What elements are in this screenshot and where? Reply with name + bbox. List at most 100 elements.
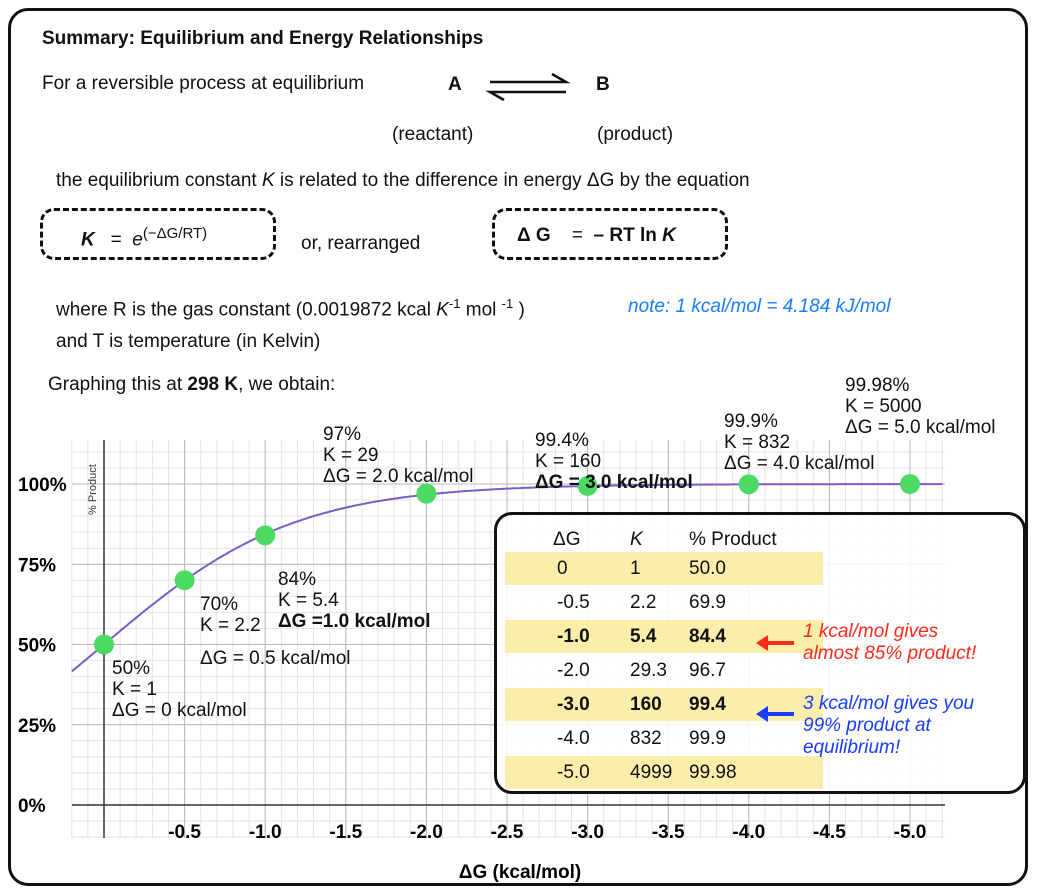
header-product: % Product: [689, 529, 777, 550]
annotation-line: K = 1: [112, 679, 157, 700]
annotation-line: ΔG = 3.0 kcal/mol: [535, 472, 693, 493]
x-tick-label: -3.0: [571, 822, 604, 843]
point-annotation: 97% K = 29 ΔG = 2.0 kcal/mol: [323, 424, 474, 487]
table-row: -0.5 2.2 69.9: [505, 586, 823, 619]
annotation-line: K = 5.4: [278, 590, 339, 611]
where-mid: mol: [460, 299, 502, 321]
eq2-rhs: – RT ln: [593, 225, 663, 246]
header-k: K: [630, 529, 643, 550]
annotation-line: ΔG = 0 kcal/mol: [112, 700, 247, 721]
cell-product: 99.98: [689, 762, 737, 783]
table-row: -2.0 29.3 96.7: [505, 654, 823, 687]
equation-k: K = e(−ΔG/RT): [81, 225, 207, 251]
where-post: ): [513, 299, 525, 321]
data-point: [738, 474, 759, 495]
gas-constant-text: where R is the gas constant (0.0019872 k…: [56, 296, 525, 321]
eq2-k: K: [662, 225, 676, 246]
cell-dg: -3.0: [557, 694, 590, 715]
data-point: [416, 483, 437, 504]
relation-k: K: [261, 170, 275, 191]
blue-note-line: 3 kcal/mol gives you: [803, 693, 975, 714]
graph-temp: 298 K: [187, 374, 239, 395]
intro-text: For a reversible process at equilibrium: [42, 73, 365, 94]
blue-note-line: equilibrium!: [803, 737, 901, 758]
cell-k: 2.2: [630, 592, 657, 613]
annotation-line: K = 160: [535, 451, 602, 472]
annotation-line: ΔG = 2.0 kcal/mol: [323, 466, 474, 487]
eq1-equals: =: [110, 229, 122, 251]
annotation-line: 50%: [112, 658, 151, 679]
point-annotation: 99.98% K = 5000 ΔG = 5.0 kcal/mol: [845, 375, 996, 438]
cell-product: 50.0: [689, 558, 726, 579]
annotation-line: K = 2.2: [200, 615, 261, 636]
table-row: -5.0 4999 99.98: [505, 756, 823, 789]
annotation-line: 99.98%: [845, 375, 910, 396]
graph-post: , we obtain:: [238, 374, 336, 395]
point-annotation: 50% K = 1 ΔG = 0 kcal/mol: [112, 658, 247, 721]
table-header: ΔG K % Product: [505, 523, 823, 556]
x-axis-title: ΔG (kcal/mol): [459, 862, 581, 883]
cell-product: 96.7: [689, 660, 726, 681]
header-dg: ΔG: [553, 529, 581, 550]
point-annotation: 99.9% K = 832 ΔG = 4.0 kcal/mol: [724, 411, 875, 474]
eq1-e: e: [132, 229, 143, 251]
point-annotation: 99.4% K = 160 ΔG = 3.0 kcal/mol: [535, 430, 693, 493]
sigmoid-curve: [71, 483, 943, 673]
or-rearranged: or, rearranged: [301, 233, 421, 254]
cell-dg: 0: [557, 558, 568, 579]
annotation-line: 99.4%: [535, 430, 589, 451]
cell-product: 84.4: [689, 626, 726, 647]
blue-arrowhead-icon: [756, 706, 768, 722]
table-row: -4.0 832 99.9: [505, 722, 823, 755]
y-tick-label: 100%: [18, 475, 67, 496]
summary-frame: [8, 8, 1028, 886]
red-note-line: 1 kcal/mol gives: [803, 621, 939, 642]
product: B: [596, 74, 610, 95]
red-arrowhead-icon: [756, 635, 768, 651]
unit-note: note: 1 kcal/mol = 4.184 kJ/mol: [628, 296, 891, 317]
equation-dg: Δ G = – RT ln K: [517, 225, 676, 247]
x-tick-label: -0.5: [168, 822, 201, 843]
blue-note-line: 99% product at: [803, 715, 931, 736]
cell-dg: -4.0: [557, 728, 590, 749]
cell-product: 69.9: [689, 592, 726, 613]
table-row: 0 1 50.0: [505, 552, 823, 585]
title: Summary: Equilibrium and Energy Relation…: [42, 28, 484, 49]
cell-k: 5.4: [630, 626, 657, 647]
x-tick-label: -3.5: [652, 822, 685, 843]
graph-pre: Graphing this at: [48, 374, 188, 395]
where-sup2: -1: [501, 296, 514, 311]
data-point: [94, 634, 114, 655]
cell-k: 4999: [630, 762, 673, 783]
x-tick-label: -5.0: [894, 822, 927, 843]
annotation-line: ΔG =1.0 kcal/mol: [278, 611, 431, 632]
annotation-line: ΔG = 0.5 kcal/mol: [200, 648, 351, 669]
equation-box-dg: Δ G = – RT ln K: [492, 208, 728, 260]
equation-box-k: K = e(−ΔG/RT): [40, 208, 276, 260]
x-tick-label: -2.5: [491, 822, 524, 843]
x-tick-label: -1.0: [249, 822, 282, 843]
annotation-line: K = 29: [323, 445, 379, 466]
reactant-label: (reactant): [392, 124, 474, 145]
data-point: [577, 475, 598, 496]
annotation-line: K = 832: [724, 432, 791, 453]
red-note: 1 kcal/mol gives almost 85% product!: [803, 621, 976, 665]
y-tick-label: 75%: [18, 555, 56, 576]
annotation-line: K = 5000: [845, 396, 922, 417]
y-tick-label: 50%: [18, 636, 56, 657]
cell-dg: -5.0: [557, 762, 590, 783]
cell-product: 99.4: [689, 694, 726, 715]
cell-product: 99.9: [689, 728, 726, 749]
y-tick-label: 25%: [18, 716, 56, 737]
data-point: [174, 570, 195, 591]
eq2-equals: =: [571, 225, 583, 246]
annotation-line: ΔG = 5.0 kcal/mol: [845, 417, 996, 438]
eq1-k: K: [81, 229, 95, 251]
data-point: [900, 474, 920, 495]
annotation-line: 70%: [200, 594, 239, 615]
relation-text: the equilibrium constant K is related to…: [56, 170, 750, 192]
relation-pre: the equilibrium constant: [56, 170, 262, 191]
x-tick-label: -4.0: [732, 822, 765, 843]
annotation-line: 84%: [278, 569, 317, 590]
